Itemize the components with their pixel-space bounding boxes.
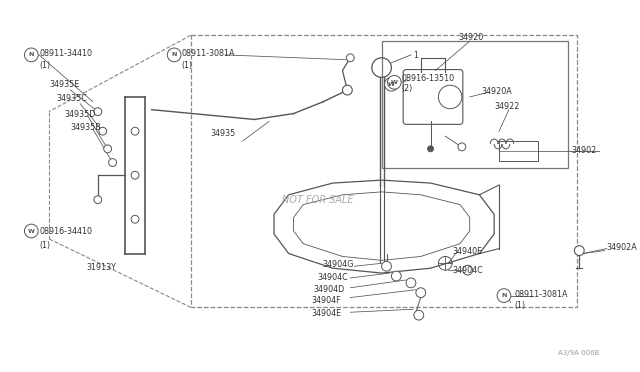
Circle shape: [346, 54, 354, 62]
Circle shape: [416, 288, 426, 298]
Text: 34904E: 34904E: [311, 309, 341, 318]
Text: 34904C: 34904C: [317, 273, 348, 282]
Text: 34935: 34935: [211, 129, 236, 138]
Text: (1): (1): [515, 301, 526, 311]
Text: 34904D: 34904D: [313, 285, 344, 294]
Text: N: N: [172, 52, 177, 57]
Text: 08916-13510: 08916-13510: [401, 74, 454, 83]
Text: 08916-34410: 08916-34410: [39, 227, 92, 236]
Circle shape: [24, 48, 38, 62]
Text: (1): (1): [181, 61, 192, 70]
Circle shape: [414, 310, 424, 320]
Circle shape: [94, 108, 102, 116]
Circle shape: [458, 143, 466, 151]
Circle shape: [385, 77, 398, 91]
Text: 34904C: 34904C: [452, 266, 483, 275]
Text: W: W: [28, 228, 35, 234]
Text: A3/9A 006B: A3/9A 006B: [557, 350, 599, 356]
Text: 34935E: 34935E: [49, 80, 79, 89]
Circle shape: [497, 289, 511, 302]
Bar: [191, 35, 577, 307]
Circle shape: [94, 196, 102, 203]
Circle shape: [131, 127, 139, 135]
Text: 1: 1: [413, 51, 418, 60]
Circle shape: [574, 246, 584, 256]
Circle shape: [342, 85, 352, 95]
Text: 34902: 34902: [572, 146, 596, 155]
Text: 34904F: 34904F: [311, 296, 340, 305]
Text: W: W: [388, 82, 395, 87]
Text: 34935D: 34935D: [65, 110, 96, 119]
Text: 31913Y: 31913Y: [86, 263, 116, 272]
Circle shape: [381, 262, 392, 271]
Text: (1): (1): [39, 61, 51, 70]
Text: W: W: [391, 80, 398, 85]
Text: 34920A: 34920A: [481, 87, 512, 96]
Circle shape: [104, 145, 111, 153]
Text: N: N: [501, 293, 507, 298]
Text: NOT FOR SALE: NOT FOR SALE: [282, 195, 353, 205]
Circle shape: [131, 215, 139, 223]
Circle shape: [167, 48, 181, 62]
Text: 08911-3081A: 08911-3081A: [515, 290, 568, 299]
Circle shape: [387, 76, 401, 89]
Circle shape: [109, 158, 116, 166]
Text: 08911-3081A: 08911-3081A: [181, 49, 234, 58]
Text: 34940E: 34940E: [452, 247, 482, 256]
Circle shape: [392, 271, 401, 281]
Text: (1): (1): [39, 241, 51, 250]
Text: 08911-34410: 08911-34410: [39, 49, 92, 58]
Circle shape: [24, 224, 38, 238]
Circle shape: [428, 146, 433, 152]
Text: 34922: 34922: [494, 102, 520, 111]
Text: N: N: [29, 52, 34, 57]
Circle shape: [463, 265, 472, 275]
Text: (2): (2): [401, 84, 412, 93]
Bar: [381, 41, 568, 169]
Circle shape: [406, 278, 416, 288]
Text: 34935C: 34935C: [57, 94, 88, 103]
Text: 34904G: 34904G: [323, 260, 355, 269]
Text: 34902A: 34902A: [607, 243, 637, 252]
Text: 34935B: 34935B: [70, 124, 101, 132]
Text: 34920: 34920: [458, 33, 483, 42]
Circle shape: [99, 127, 107, 135]
Circle shape: [131, 171, 139, 179]
